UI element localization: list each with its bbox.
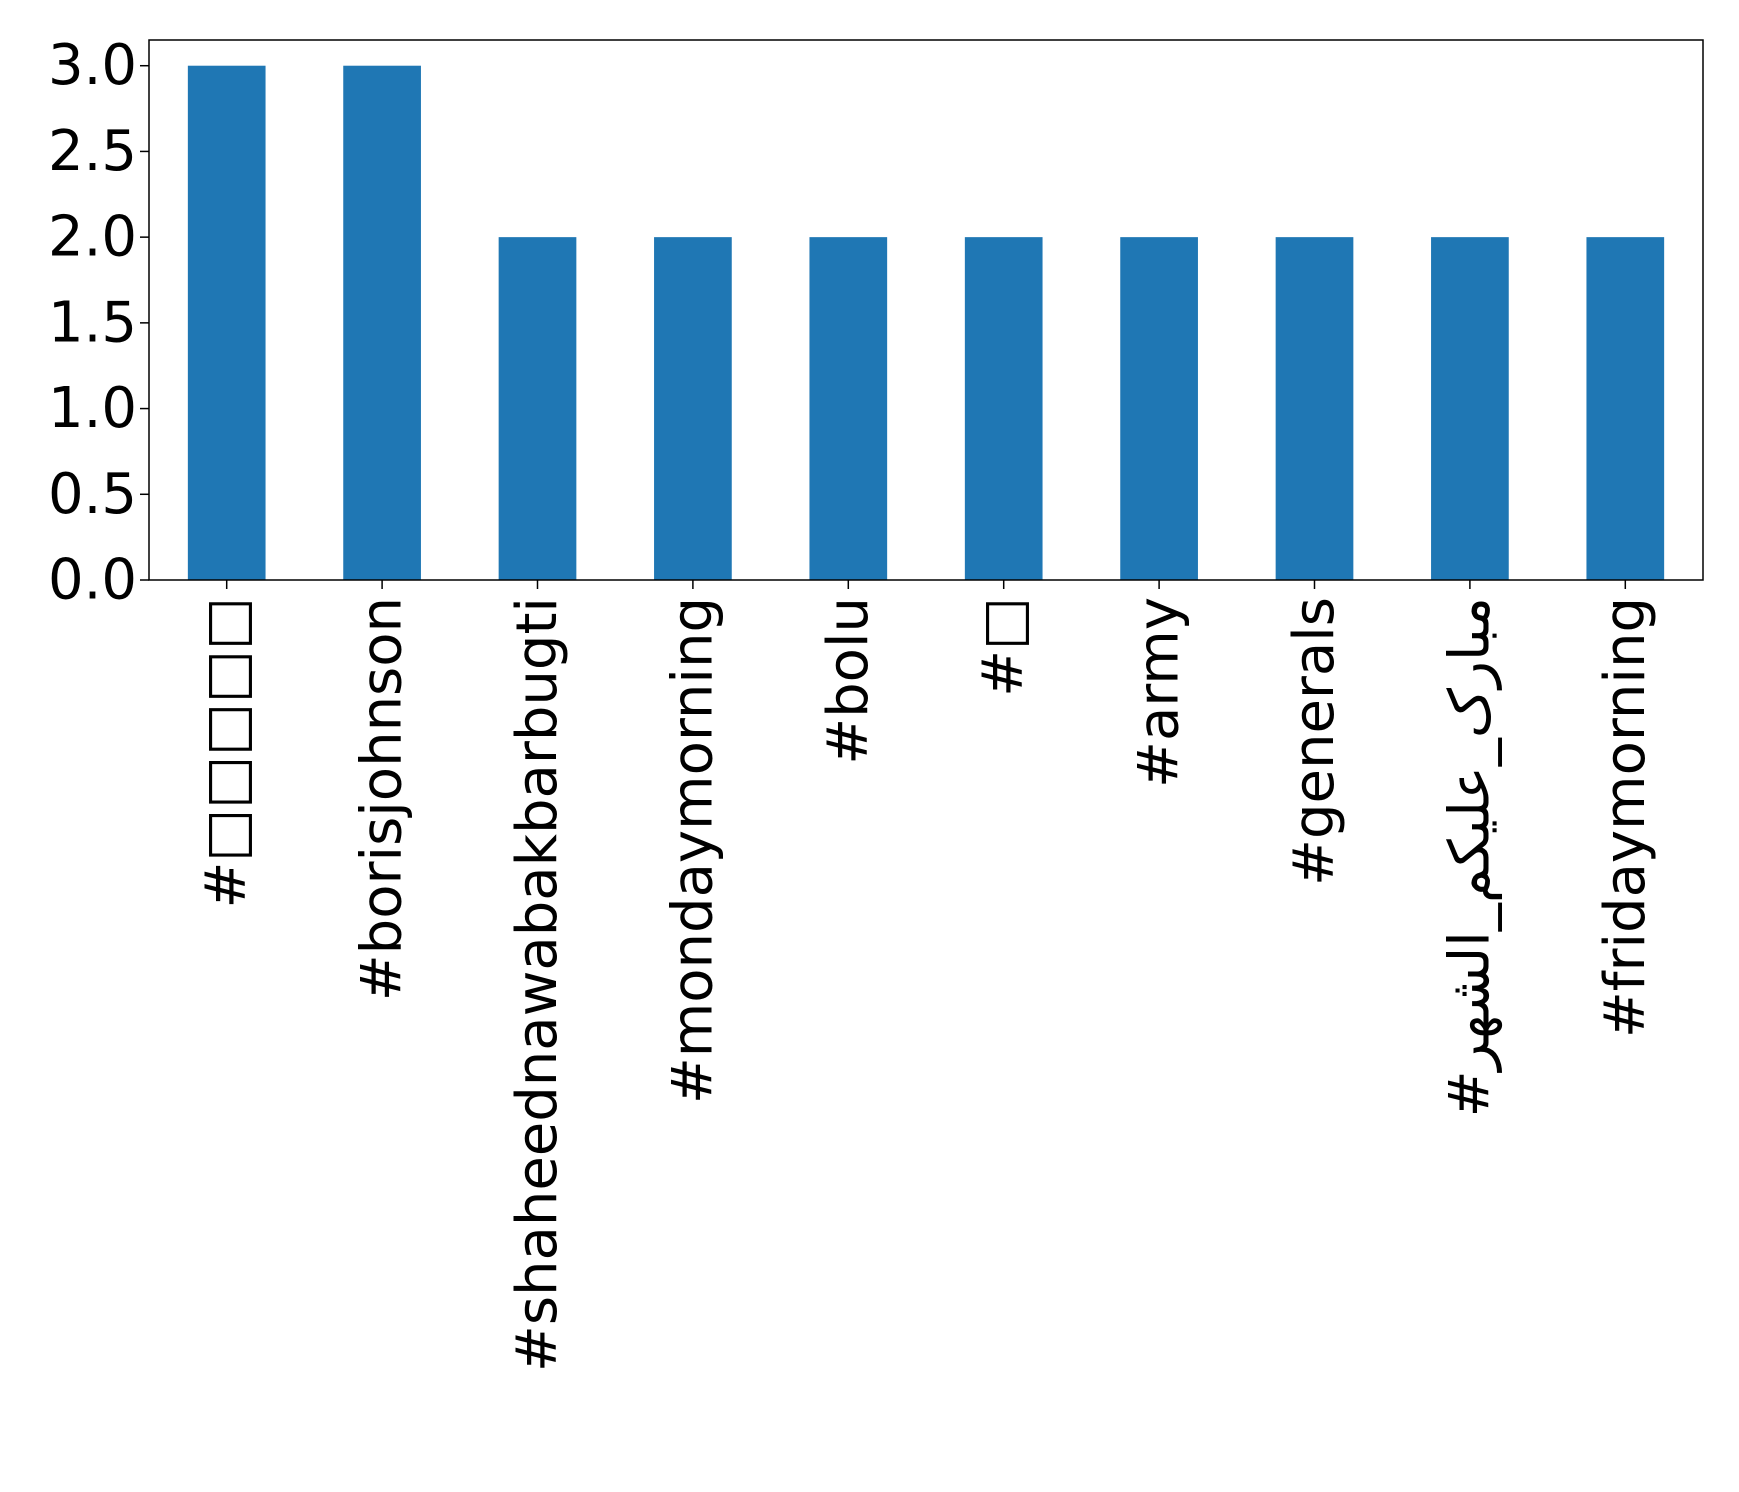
y-axis: 0.0 0.5 1.0 1.5 2.0 2.5 3.0	[48, 33, 149, 613]
bar-9	[1586, 237, 1665, 580]
plot-frame	[148, 39, 1704, 581]
y-tick-label-1: 0.5	[48, 462, 137, 527]
x-tick-label-3: #mondaymorning	[660, 597, 725, 1104]
bars-group	[187, 65, 1665, 580]
x-tick-label-2: #shaheednawabakbarbugti	[505, 597, 570, 1372]
bar-0	[187, 65, 266, 580]
bar-8	[1431, 237, 1509, 580]
x-tick-label-4: #bolu	[816, 597, 881, 765]
x-tick-label-8: #مبارک_عليکم_الشهر	[1437, 597, 1502, 1117]
bar-1	[343, 65, 421, 580]
x-tick-label-6: #army	[1127, 597, 1192, 788]
x-axis: #□□□□□ #borisjohnson #shaheednawabakbarbug…	[194, 580, 1658, 1372]
y-tick-label-4: 2.0	[48, 205, 137, 270]
bar-5	[964, 237, 1043, 580]
y-tick-label-2: 1.0	[48, 376, 137, 441]
y-tick-label-6: 3.0	[48, 33, 137, 98]
x-tick-label-1: #borisjohnson	[350, 597, 415, 1001]
bar-2	[498, 237, 577, 580]
bar-6	[1120, 237, 1198, 580]
y-tick-label-3: 1.5	[48, 290, 137, 355]
x-tick-label-0: #□□□□□	[194, 597, 259, 908]
y-tick-label-5: 2.5	[48, 119, 137, 184]
x-tick-label-5: #□	[971, 597, 1036, 697]
bar-4	[809, 237, 888, 580]
y-tick-label-0: 0.0	[48, 548, 137, 613]
x-tick-label-7: #generals	[1282, 597, 1347, 886]
bar-7	[1275, 237, 1354, 580]
bar-3	[654, 237, 732, 580]
x-tick-label-9: #fridaymorning	[1593, 597, 1658, 1038]
